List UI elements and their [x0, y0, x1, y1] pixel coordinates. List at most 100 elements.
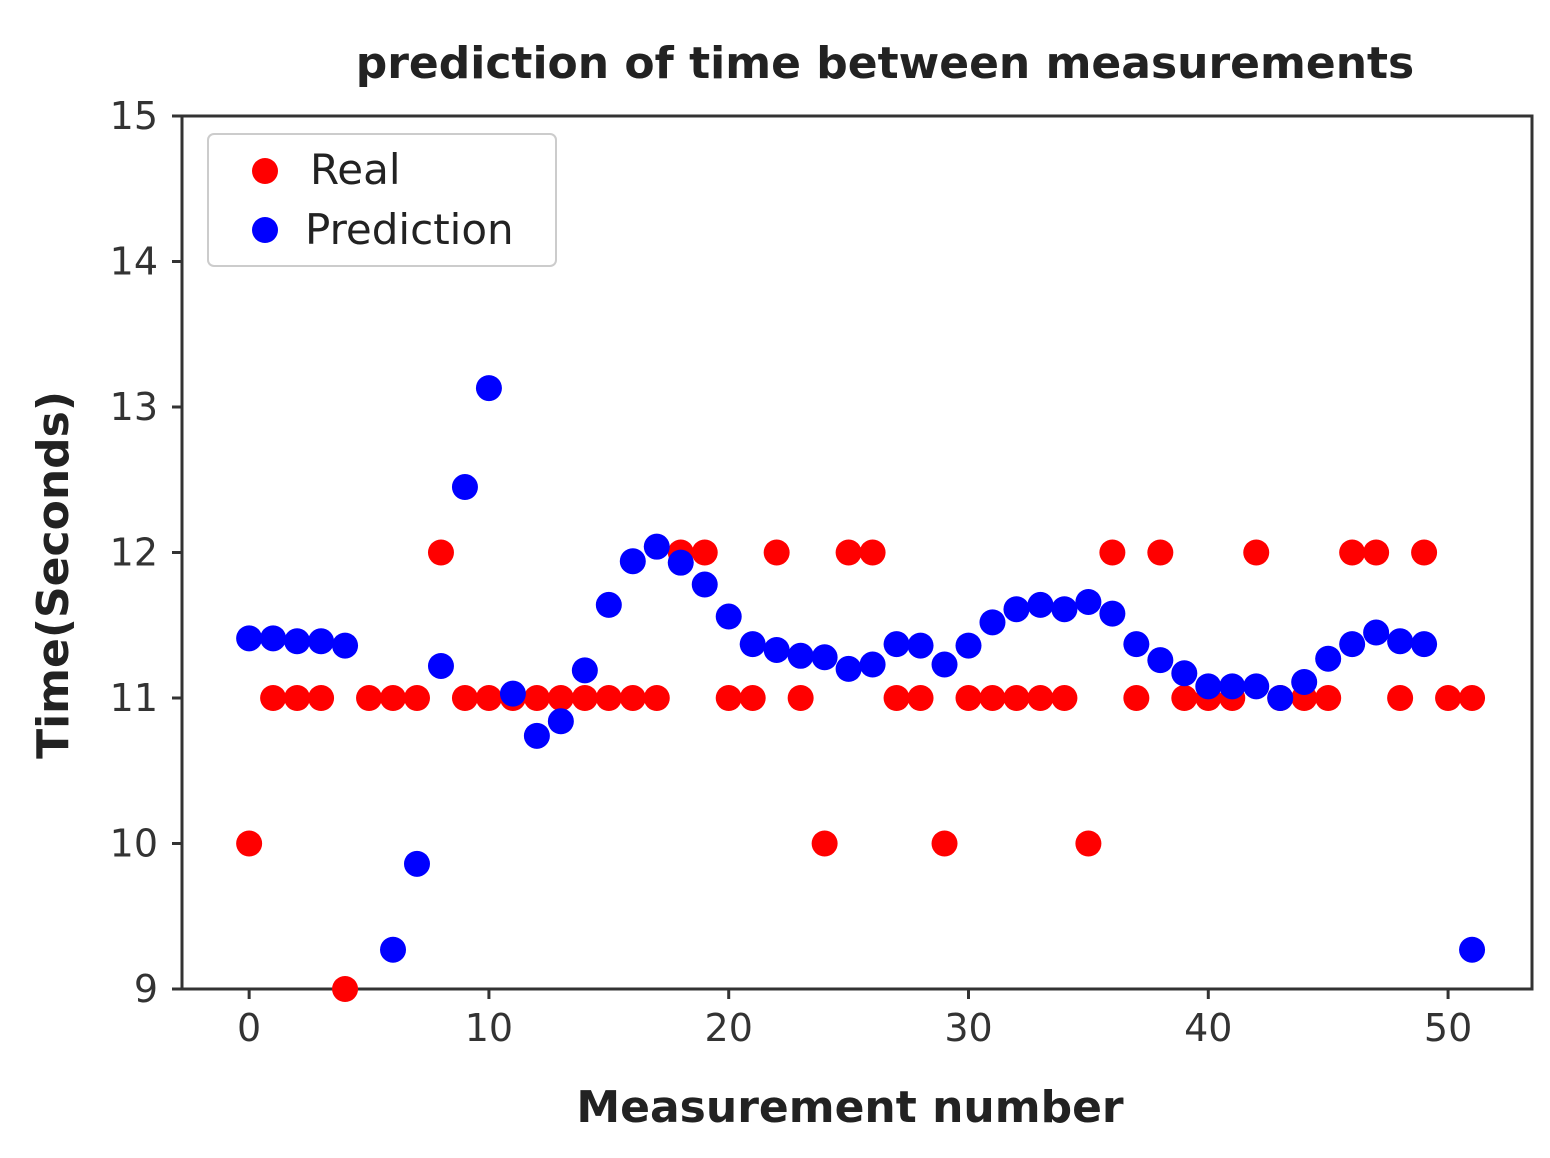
- prediction-point: [859, 651, 886, 678]
- prediction-point: [1363, 619, 1390, 646]
- prediction-point: [284, 628, 311, 655]
- prediction-point: [763, 636, 790, 663]
- prediction-point: [1219, 673, 1246, 700]
- real-point: [907, 685, 934, 711]
- prediction-point: [1171, 660, 1198, 687]
- real-point: [547, 685, 574, 711]
- prediction-point: [619, 548, 646, 575]
- prediction-point: [1243, 673, 1270, 700]
- real-point: [1027, 685, 1054, 711]
- prediction-point: [907, 632, 934, 659]
- real-point: [1123, 685, 1150, 711]
- real-point: [260, 685, 287, 711]
- real-point: [332, 976, 359, 1002]
- real-point: [308, 685, 335, 711]
- prediction-point: [403, 850, 430, 877]
- real-point: [1147, 539, 1174, 566]
- real-point: [1171, 685, 1198, 711]
- prediction-point: [475, 375, 502, 402]
- prediction-point: [1147, 647, 1174, 674]
- prediction-point: [1267, 685, 1294, 711]
- legend-marker-prediction: [252, 217, 278, 243]
- real-point: [643, 685, 670, 711]
- real-point: [1411, 539, 1438, 566]
- prediction-point: [1099, 600, 1126, 627]
- prediction-point: [571, 657, 598, 684]
- real-point: [883, 685, 910, 711]
- real-point: [1051, 685, 1078, 711]
- real-point: [284, 685, 311, 711]
- real-point: [979, 685, 1006, 711]
- y-axis-label: Time(Seconds): [28, 391, 79, 759]
- prediction-point: [1027, 591, 1054, 618]
- prediction-point: [380, 936, 407, 963]
- prediction-point: [523, 722, 550, 749]
- real-point: [1003, 685, 1030, 711]
- prediction-point: [835, 655, 862, 682]
- prediction-point: [787, 642, 814, 669]
- real-point: [1459, 685, 1486, 711]
- prediction-point: [715, 603, 742, 630]
- real-point: [931, 830, 958, 857]
- legend-label-prediction: Prediction: [305, 205, 514, 254]
- chart-title: prediction of time between measurements: [356, 38, 1415, 89]
- real-point: [619, 685, 646, 711]
- data-points: [236, 375, 1486, 1002]
- prediction-point: [547, 708, 574, 735]
- prediction-point: [260, 625, 287, 652]
- real-point: [739, 685, 766, 711]
- x-tick-label: 0: [237, 1006, 261, 1050]
- prediction-point: [1123, 631, 1150, 658]
- real-point: [451, 685, 478, 711]
- prediction-point: [643, 533, 670, 560]
- real-point: [403, 685, 430, 711]
- prediction-point: [931, 651, 958, 678]
- prediction-point: [308, 628, 335, 655]
- prediction-point: [595, 591, 622, 618]
- real-point: [715, 685, 742, 711]
- real-point: [523, 685, 550, 711]
- prediction-point: [499, 680, 526, 707]
- prediction-point: [811, 644, 838, 671]
- prediction-point: [979, 609, 1006, 636]
- prediction-point: [667, 549, 694, 576]
- real-point: [955, 685, 982, 711]
- x-tick-label: 50: [1424, 1006, 1472, 1050]
- prediction-point: [1339, 631, 1366, 658]
- real-point: [356, 685, 383, 711]
- axis-ticks: 0 10 20 30 40 50 9 10 11 12 13 14 15: [110, 94, 1473, 1050]
- real-point: [1075, 830, 1102, 857]
- prediction-point: [691, 571, 718, 598]
- real-point: [1387, 685, 1414, 711]
- legend-box: [207, 133, 557, 267]
- real-point: [763, 539, 790, 566]
- legend-label-real: Real: [310, 145, 401, 194]
- prediction-point: [1051, 596, 1078, 623]
- y-tick-label: 13: [110, 385, 158, 429]
- x-axis-label: Measurement number: [576, 1082, 1124, 1133]
- real-point: [691, 539, 718, 566]
- real-point: [427, 539, 454, 566]
- x-tick-label: 30: [944, 1006, 992, 1050]
- prediction-point: [1315, 645, 1342, 672]
- prediction-point: [451, 474, 478, 501]
- x-tick-label: 10: [465, 1006, 513, 1050]
- prediction-point: [1291, 668, 1318, 695]
- prediction-point: [1195, 673, 1222, 700]
- x-tick-label: 40: [1184, 1006, 1232, 1050]
- real-point: [835, 539, 862, 566]
- real-point: [1243, 539, 1270, 566]
- real-point: [595, 685, 622, 711]
- prediction-point: [955, 632, 982, 659]
- prediction-point: [332, 632, 359, 659]
- prediction-point: [883, 631, 910, 658]
- y-tick-label: 10: [110, 822, 158, 866]
- legend: Real Prediction: [207, 133, 557, 267]
- y-tick-label: 14: [110, 240, 158, 284]
- y-tick-label: 11: [110, 676, 158, 720]
- y-tick-label: 9: [134, 967, 158, 1011]
- real-point: [859, 539, 886, 566]
- prediction-point: [1411, 631, 1438, 658]
- y-tick-label: 15: [110, 94, 158, 138]
